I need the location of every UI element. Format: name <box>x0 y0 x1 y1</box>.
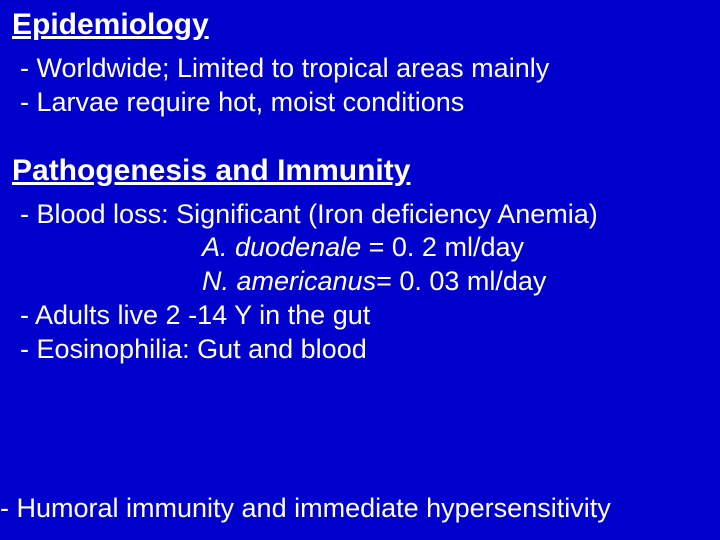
bullet-larvae: - Larvae require hot, moist conditions <box>12 86 720 120</box>
species-n-americanus: N. americanus <box>202 266 376 296</box>
value-a-duodenale: = 0. 2 ml/day <box>361 232 524 262</box>
heading-epidemiology: Epidemiology <box>12 8 720 42</box>
bullet-worldwide: - Worldwide; Limited to tropical areas m… <box>12 52 720 86</box>
bullet-adults-live: - Adults live 2 -14 Y in the gut <box>12 299 720 333</box>
slide-content: Epidemiology - Worldwide; Limited to tro… <box>0 0 720 366</box>
line-n-americanus: N. americanus= 0. 03 ml/day <box>12 265 720 299</box>
line-a-duodenale: A. duodenale = 0. 2 ml/day <box>12 231 720 265</box>
heading-pathogenesis: Pathogenesis and Immunity <box>12 154 720 188</box>
footer-humoral: - Humoral immunity and immediate hyperse… <box>0 493 611 524</box>
value-n-americanus: = 0. 03 ml/day <box>376 266 546 296</box>
species-a-duodenale: A. duodenale <box>202 232 361 262</box>
bullet-blood-loss: - Blood loss: Significant (Iron deficien… <box>12 198 720 232</box>
bullet-eosinophilia: - Eosinophilia: Gut and blood <box>12 333 720 367</box>
